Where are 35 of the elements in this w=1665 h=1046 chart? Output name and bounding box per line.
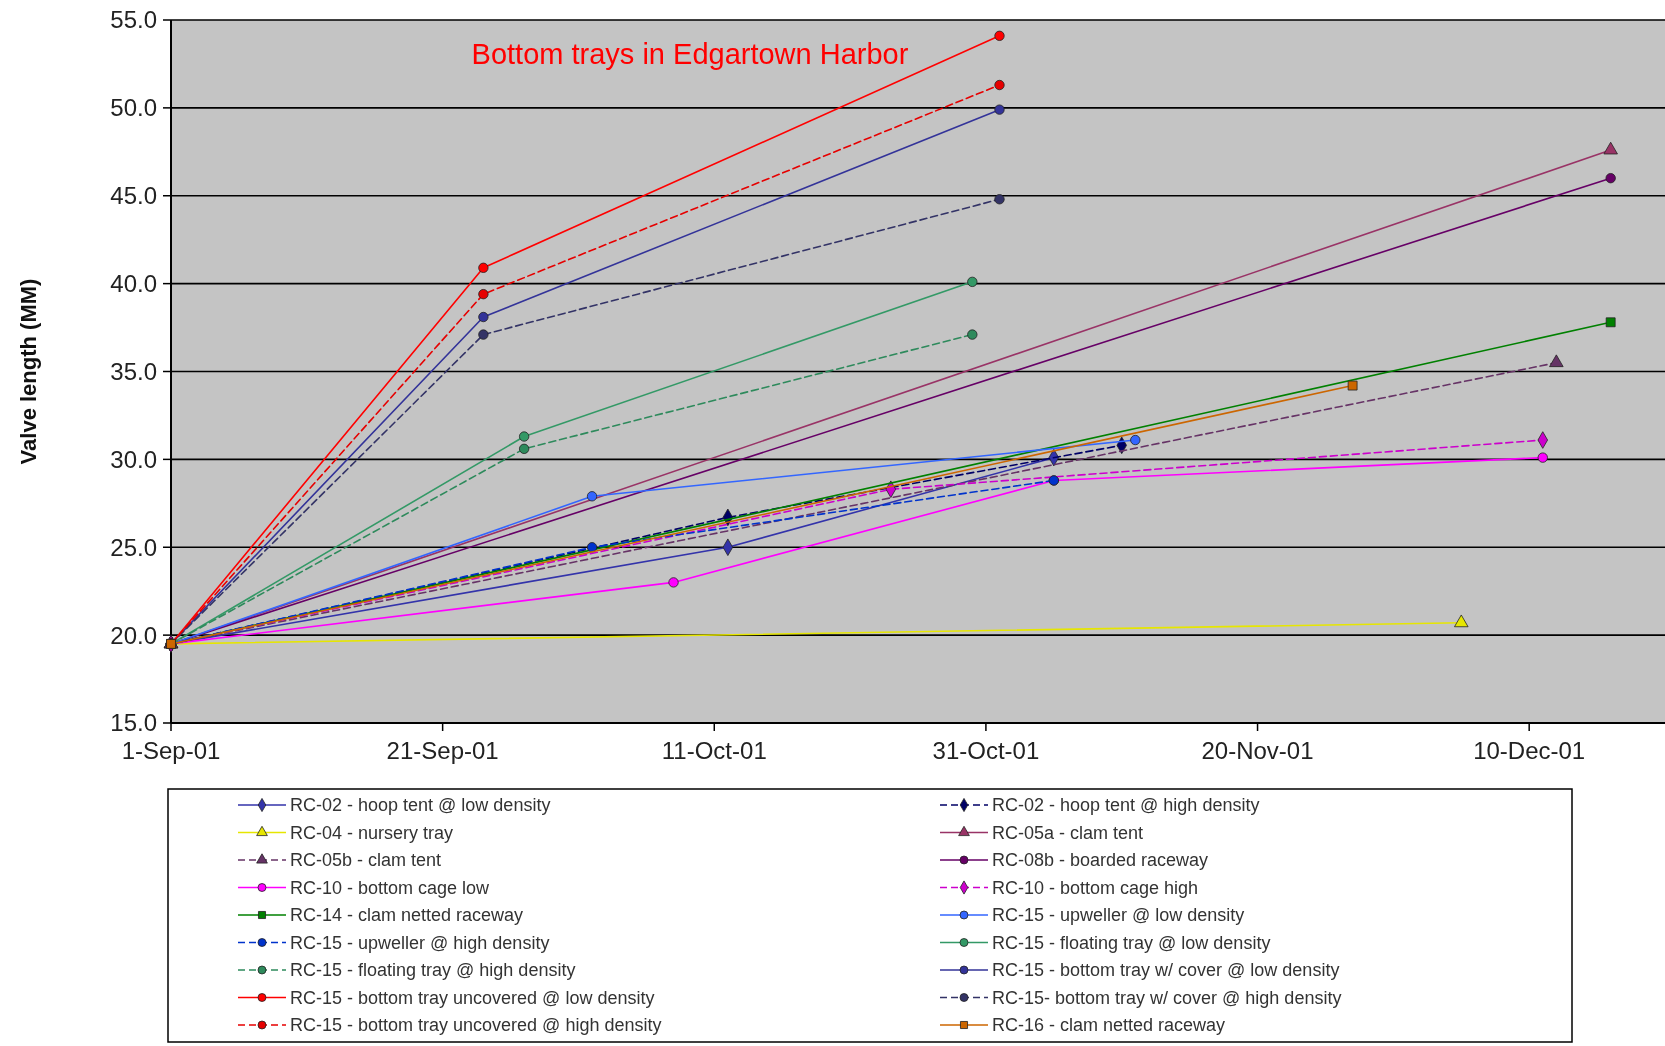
x-tick-label: 10-Dec-01 — [1473, 737, 1586, 764]
y-tick-label: 40.0 — [110, 270, 157, 298]
y-tick-label: 15.0 — [110, 709, 157, 737]
y-tick-label: 50.0 — [110, 94, 157, 122]
legend-label: RC-02 - hoop tent @ high density — [992, 795, 1260, 816]
legend-label: RC-05a - clam tent — [992, 822, 1144, 843]
legend-label: RC-15 - bottom tray uncovered @ high density — [290, 1015, 662, 1036]
y-tick-label: 55.0 — [110, 6, 157, 34]
y-tick-label: 25.0 — [110, 533, 157, 561]
y-tick-label: 45.0 — [110, 182, 157, 210]
annotation: Bottom trays in Edgartown Harbor — [471, 38, 909, 70]
x-tick-label: 11-Oct-01 — [661, 737, 767, 764]
y-tick-label: 35.0 — [110, 357, 157, 385]
legend-label: RC-15- bottom tray w/ cover @ high density — [992, 987, 1342, 1008]
legend-label: RC-15 - upweller @ high density — [290, 932, 550, 953]
legend-label: RC-04 - nursery tray — [290, 822, 454, 843]
y-tick-label: 20.0 — [110, 621, 157, 649]
legend-label: RC-15 - floating tray @ high density — [290, 960, 576, 981]
legend-label: RC-10 - bottom cage low — [290, 877, 491, 898]
legend-label: RC-14 - clam netted raceway — [290, 905, 524, 926]
legend-label: RC-05b - clam tent — [290, 850, 442, 871]
y-axis-title: Valve length (MM) — [16, 278, 41, 465]
y-tick-label: 30.0 — [110, 445, 157, 473]
x-tick-label: 1-Sep-01 — [121, 737, 221, 764]
x-tick-label: 21-Sep-01 — [386, 737, 499, 764]
legend-label: RC-10 - bottom cage high — [992, 877, 1199, 898]
legend-label: RC-15 - floating tray @ low density — [992, 932, 1271, 953]
legend-label: RC-16 - clam netted raceway — [992, 1015, 1226, 1036]
x-tick-label: 31-Oct-01 — [932, 737, 1040, 764]
legend-label: RC-08b - boarded raceway — [992, 850, 1209, 871]
legend-label: RC-15 - bottom tray w/ cover @ low density — [992, 960, 1340, 981]
legend-label: RC-02 - hoop tent @ low density — [290, 795, 551, 816]
legend-label: RC-15 - upweller @ low density — [992, 905, 1245, 926]
x-tick-label: 20-Nov-01 — [1201, 737, 1314, 764]
legend-label: RC-15 - bottom tray uncovered @ low density — [290, 987, 655, 1008]
